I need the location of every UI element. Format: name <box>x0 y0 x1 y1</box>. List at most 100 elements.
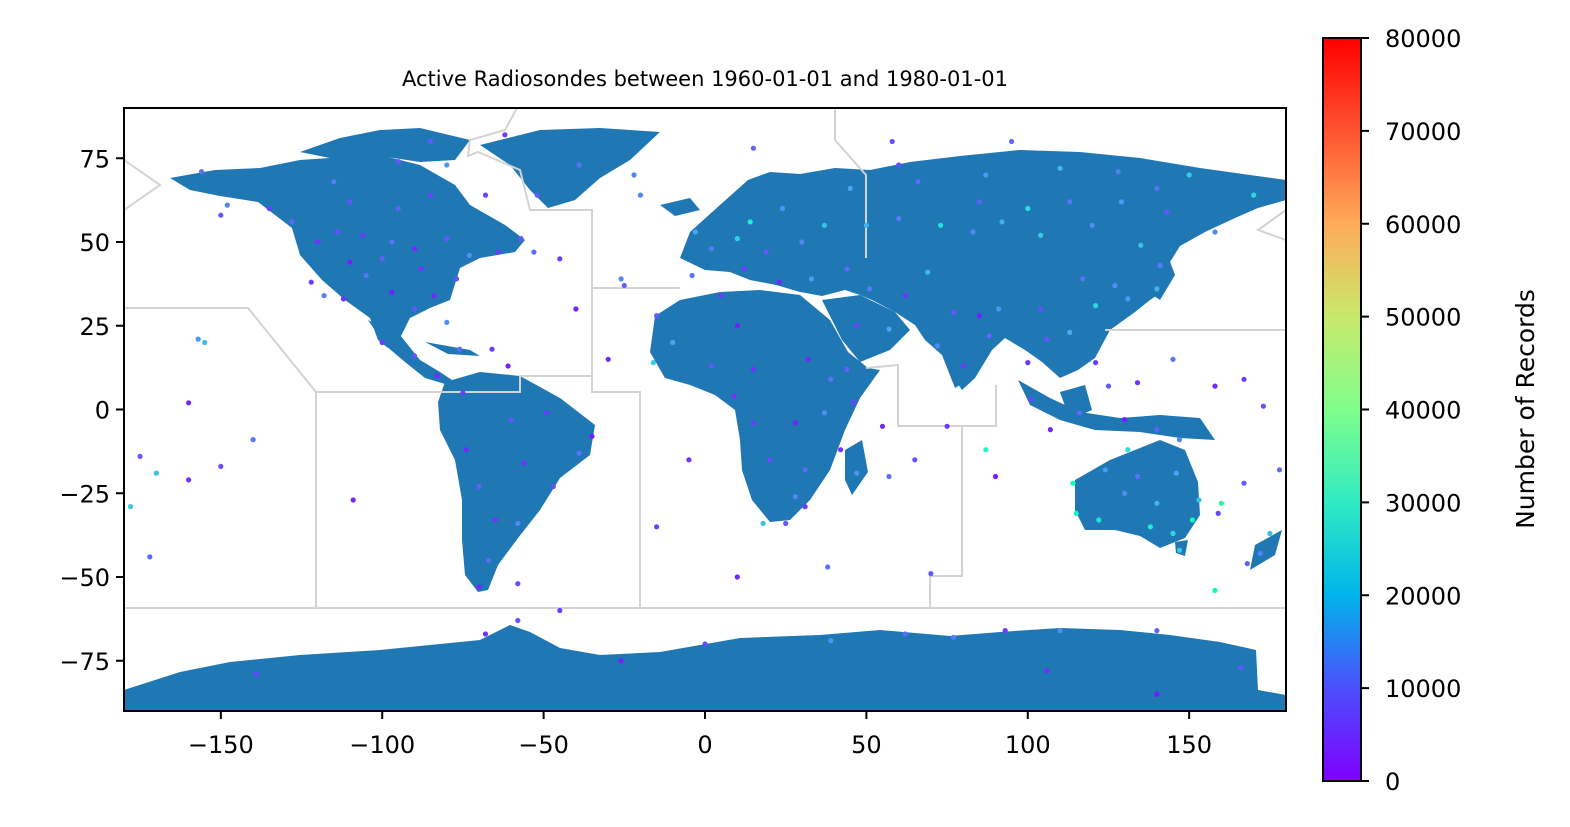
station-point <box>1070 480 1076 486</box>
station-point <box>1215 510 1221 516</box>
station-point <box>1154 628 1160 634</box>
japan-land <box>1145 248 1175 300</box>
british-isles-land <box>698 228 720 262</box>
station-point <box>976 199 983 205</box>
station-point <box>1105 383 1112 389</box>
station-point <box>147 554 153 560</box>
station-point <box>1122 490 1128 496</box>
station-point <box>689 272 695 279</box>
station-point <box>1154 427 1160 433</box>
station-point <box>863 222 870 228</box>
station-point <box>1212 229 1218 235</box>
station-point <box>886 473 892 480</box>
canadian-arctic-islands <box>300 128 470 162</box>
station-point <box>340 296 347 302</box>
station-point <box>992 473 999 480</box>
y-axis: 75 50 25 0 −25 −50 −75 <box>59 145 124 676</box>
station-point <box>1102 467 1108 473</box>
station-points <box>127 132 1283 697</box>
station-point <box>1138 242 1144 248</box>
station-point <box>621 282 627 289</box>
station-point <box>379 256 385 262</box>
station-point <box>431 293 437 299</box>
station-point <box>828 376 834 382</box>
station-point <box>395 159 401 165</box>
station-point <box>1093 303 1099 309</box>
x-tick-label: 0 <box>697 731 712 759</box>
station-point <box>792 494 799 500</box>
station-point <box>1009 138 1015 145</box>
station-point <box>1122 417 1128 423</box>
station-point <box>460 390 466 396</box>
station-point <box>1076 410 1082 416</box>
station-point <box>896 162 902 168</box>
station-point <box>702 641 708 647</box>
station-point <box>515 581 521 587</box>
station-point <box>828 638 834 644</box>
station-point <box>1067 329 1073 335</box>
station-point <box>1057 628 1063 634</box>
x-tick-label: 50 <box>851 731 882 759</box>
station-point <box>1267 530 1273 537</box>
station-point <box>482 631 489 637</box>
station-point <box>137 453 143 459</box>
station-point <box>854 470 860 476</box>
station-point <box>1154 286 1160 292</box>
station-point <box>1212 587 1218 594</box>
station-point <box>363 272 369 279</box>
station-point <box>1147 524 1153 530</box>
station-point <box>1154 691 1160 697</box>
station-point <box>896 216 902 222</box>
southeast-asia-islands <box>1018 380 1215 440</box>
station-point <box>799 239 805 245</box>
x-tick-label: 150 <box>1166 731 1212 759</box>
station-point <box>153 470 159 476</box>
station-point <box>686 457 692 463</box>
station-point <box>934 343 941 349</box>
station-point <box>1238 664 1244 671</box>
station-point <box>531 249 537 255</box>
station-point <box>854 323 860 329</box>
station-point <box>708 363 715 369</box>
y-tick-label: −25 <box>59 480 110 508</box>
station-point <box>350 497 356 503</box>
station-point <box>1218 500 1224 506</box>
station-point <box>944 423 950 429</box>
station-point <box>915 179 921 185</box>
colorbar-tick-label: 70000 <box>1385 118 1461 146</box>
station-point <box>1073 510 1079 516</box>
station-point <box>734 574 740 580</box>
station-point <box>360 232 366 238</box>
colorbar-tick-label: 40000 <box>1385 397 1461 425</box>
station-point <box>879 423 886 429</box>
station-point <box>534 192 540 198</box>
station-point <box>1125 447 1131 453</box>
boundary-line-8 <box>962 385 997 427</box>
station-point <box>573 306 579 312</box>
station-point <box>692 229 698 235</box>
station-point <box>1025 205 1031 212</box>
station-point <box>334 229 340 235</box>
station-point <box>198 169 205 175</box>
y-tick-label: 75 <box>79 145 110 173</box>
station-point <box>515 617 521 624</box>
station-point <box>847 185 853 191</box>
colorbar-tick-label: 0 <box>1385 768 1400 796</box>
new-zealand-land <box>1250 530 1282 570</box>
station-point <box>186 477 192 483</box>
station-point <box>489 346 495 352</box>
station-point <box>654 524 660 530</box>
x-tick-label: −150 <box>188 731 254 759</box>
station-point <box>889 138 895 145</box>
station-point <box>428 192 434 198</box>
station-point <box>1089 222 1095 228</box>
station-point <box>1154 500 1160 506</box>
station-point <box>1002 628 1008 634</box>
station-point <box>760 520 766 527</box>
station-point <box>444 162 450 168</box>
station-point <box>1260 403 1266 409</box>
station-point <box>1251 192 1257 198</box>
station-point <box>411 246 418 252</box>
land-polygons <box>124 128 1286 711</box>
